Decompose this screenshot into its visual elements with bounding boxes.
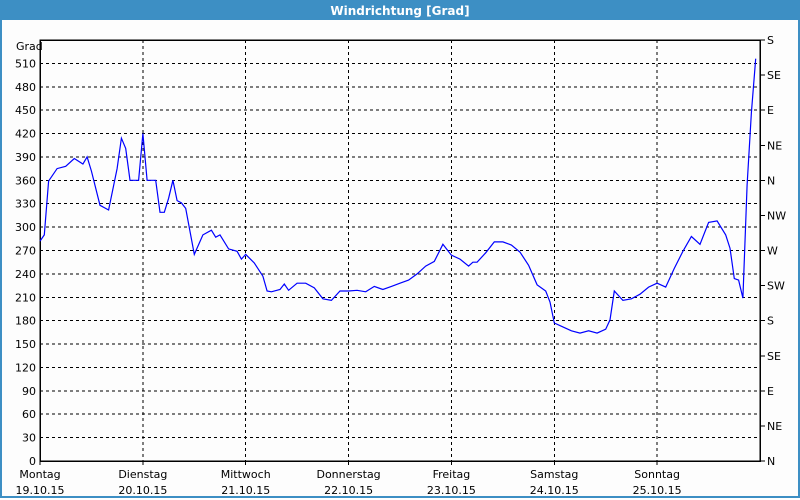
x-tick-day: Mittwoch bbox=[221, 468, 271, 481]
y-tick-label: 450 bbox=[15, 104, 36, 117]
y-tick-label: 390 bbox=[15, 151, 36, 164]
y-tick-label: 60 bbox=[22, 408, 36, 421]
plot-frame bbox=[39, 39, 761, 462]
y-axis-label: Grad bbox=[16, 40, 43, 53]
right-tick-label: S bbox=[767, 34, 774, 47]
x-tick-date: 23.10.15 bbox=[427, 484, 476, 496]
y-tick-label: 420 bbox=[15, 128, 36, 141]
y-tick-label: 240 bbox=[15, 268, 36, 281]
x-tick-day: Donnerstag bbox=[316, 468, 380, 481]
right-tick-label: E bbox=[767, 385, 774, 398]
right-tick-label: SW bbox=[767, 280, 785, 293]
y-tick-label: 300 bbox=[15, 221, 36, 234]
x-tick-day: Montag bbox=[19, 468, 60, 481]
x-tick-date: 25.10.15 bbox=[633, 484, 682, 496]
x-tick-date: 22.10.15 bbox=[324, 484, 373, 496]
right-tick-label: SE bbox=[767, 69, 781, 82]
x-tick-day: Dienstag bbox=[118, 468, 167, 481]
x-tick-day: Samstag bbox=[530, 468, 578, 481]
right-tick-label: N bbox=[767, 455, 775, 468]
y-tick-label: 210 bbox=[15, 291, 36, 304]
y-tick-label: 270 bbox=[15, 245, 36, 258]
x-tick-date: 20.10.15 bbox=[118, 484, 167, 496]
y-tick-label: 30 bbox=[22, 432, 36, 445]
wind-direction-line bbox=[39, 58, 757, 334]
y-tick-label: 180 bbox=[15, 315, 36, 328]
y-tick-label: 120 bbox=[15, 361, 36, 374]
y-tick-label: 150 bbox=[15, 338, 36, 351]
x-tick-date: 24.10.15 bbox=[530, 484, 579, 496]
y-tick-label: 480 bbox=[15, 81, 36, 94]
x-tick-date: 19.10.15 bbox=[16, 484, 65, 496]
x-tick-date: 21.10.15 bbox=[221, 484, 270, 496]
y-tick-label: 90 bbox=[22, 385, 36, 398]
right-tick-label: SE bbox=[767, 350, 781, 363]
y-tick-label: 510 bbox=[15, 57, 36, 70]
x-tick-day: Sonntag bbox=[634, 468, 680, 481]
right-tick-label: NW bbox=[767, 209, 786, 222]
right-tick-label: W bbox=[767, 245, 778, 258]
y-tick-label: 330 bbox=[15, 198, 36, 211]
right-tick-label: N bbox=[767, 174, 775, 187]
x-tick-day: Freitag bbox=[433, 468, 471, 481]
right-tick-label: E bbox=[767, 104, 774, 117]
right-tick-label: NE bbox=[767, 139, 782, 152]
title-bar: Windrichtung [Grad] bbox=[2, 0, 798, 20]
right-tick-label: S bbox=[767, 315, 774, 328]
y-tick-label: 360 bbox=[15, 174, 36, 187]
y-tick-label: 0 bbox=[29, 455, 36, 468]
right-tick-label: NE bbox=[767, 420, 782, 433]
window-title: Windrichtung [Grad] bbox=[330, 4, 470, 18]
